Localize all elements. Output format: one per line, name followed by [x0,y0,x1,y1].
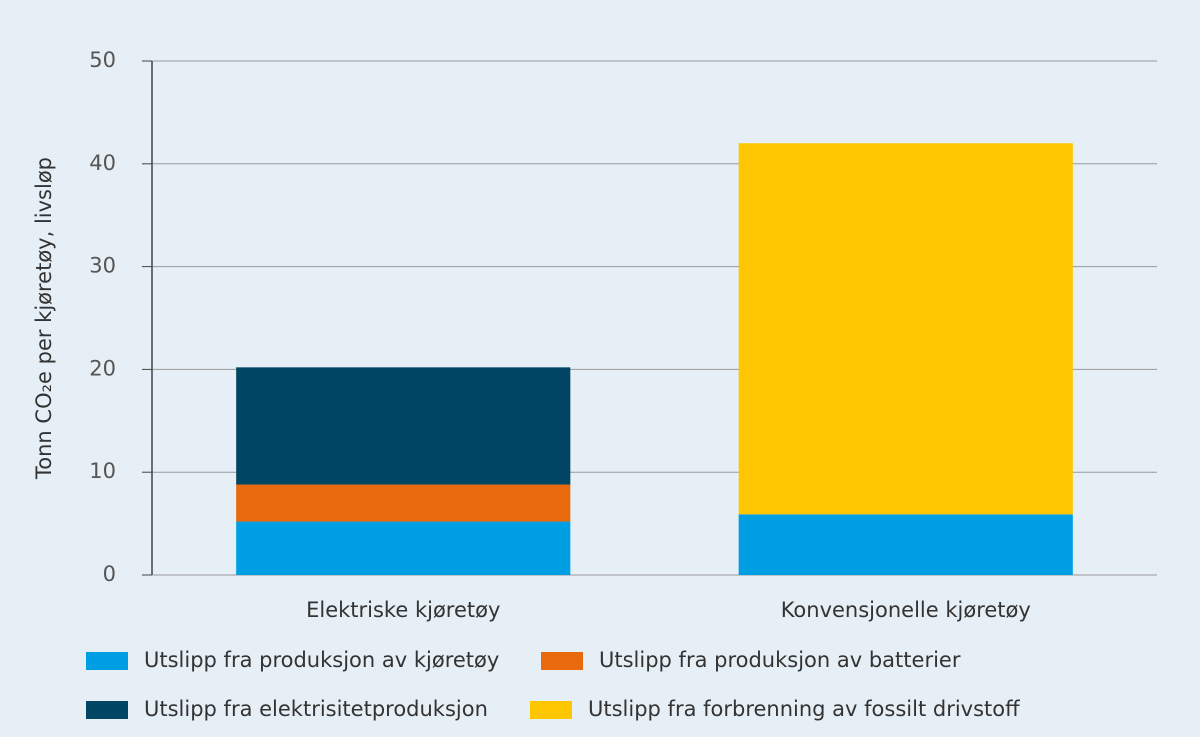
y-axis-label: Tonn CO₂e per kjøretøy, livsløp [32,157,56,480]
legend-swatch [541,652,583,670]
x-tick-label: Elektriske kjøretøy [306,598,500,622]
y-tick-label: 0 [103,562,116,586]
legend-label: Utslipp fra forbrenning av fossilt drivs… [588,697,1020,721]
legend-swatch [530,701,572,719]
y-tick-label: 50 [89,48,116,72]
legend-swatch [86,701,128,719]
x-tick-label: Konvensjonelle kjøretøy [781,598,1031,622]
y-tick-label: 30 [89,254,116,278]
bar-segment [236,521,571,575]
legend-label: Utslipp fra produksjon av kjøretøy [144,648,499,672]
bar-segment [738,143,1073,515]
bar-segment [738,514,1073,575]
bar-segment [236,484,571,522]
legend-label: Utslipp fra produksjon av batterier [599,648,961,672]
legend-swatch [86,652,128,670]
y-tick-label: 10 [89,459,116,483]
y-tick-label: 40 [89,151,116,175]
legend-label: Utslipp fra elektrisitetproduksjon [144,697,488,721]
bar-segment [236,367,571,485]
y-tick-label: 20 [89,356,116,380]
